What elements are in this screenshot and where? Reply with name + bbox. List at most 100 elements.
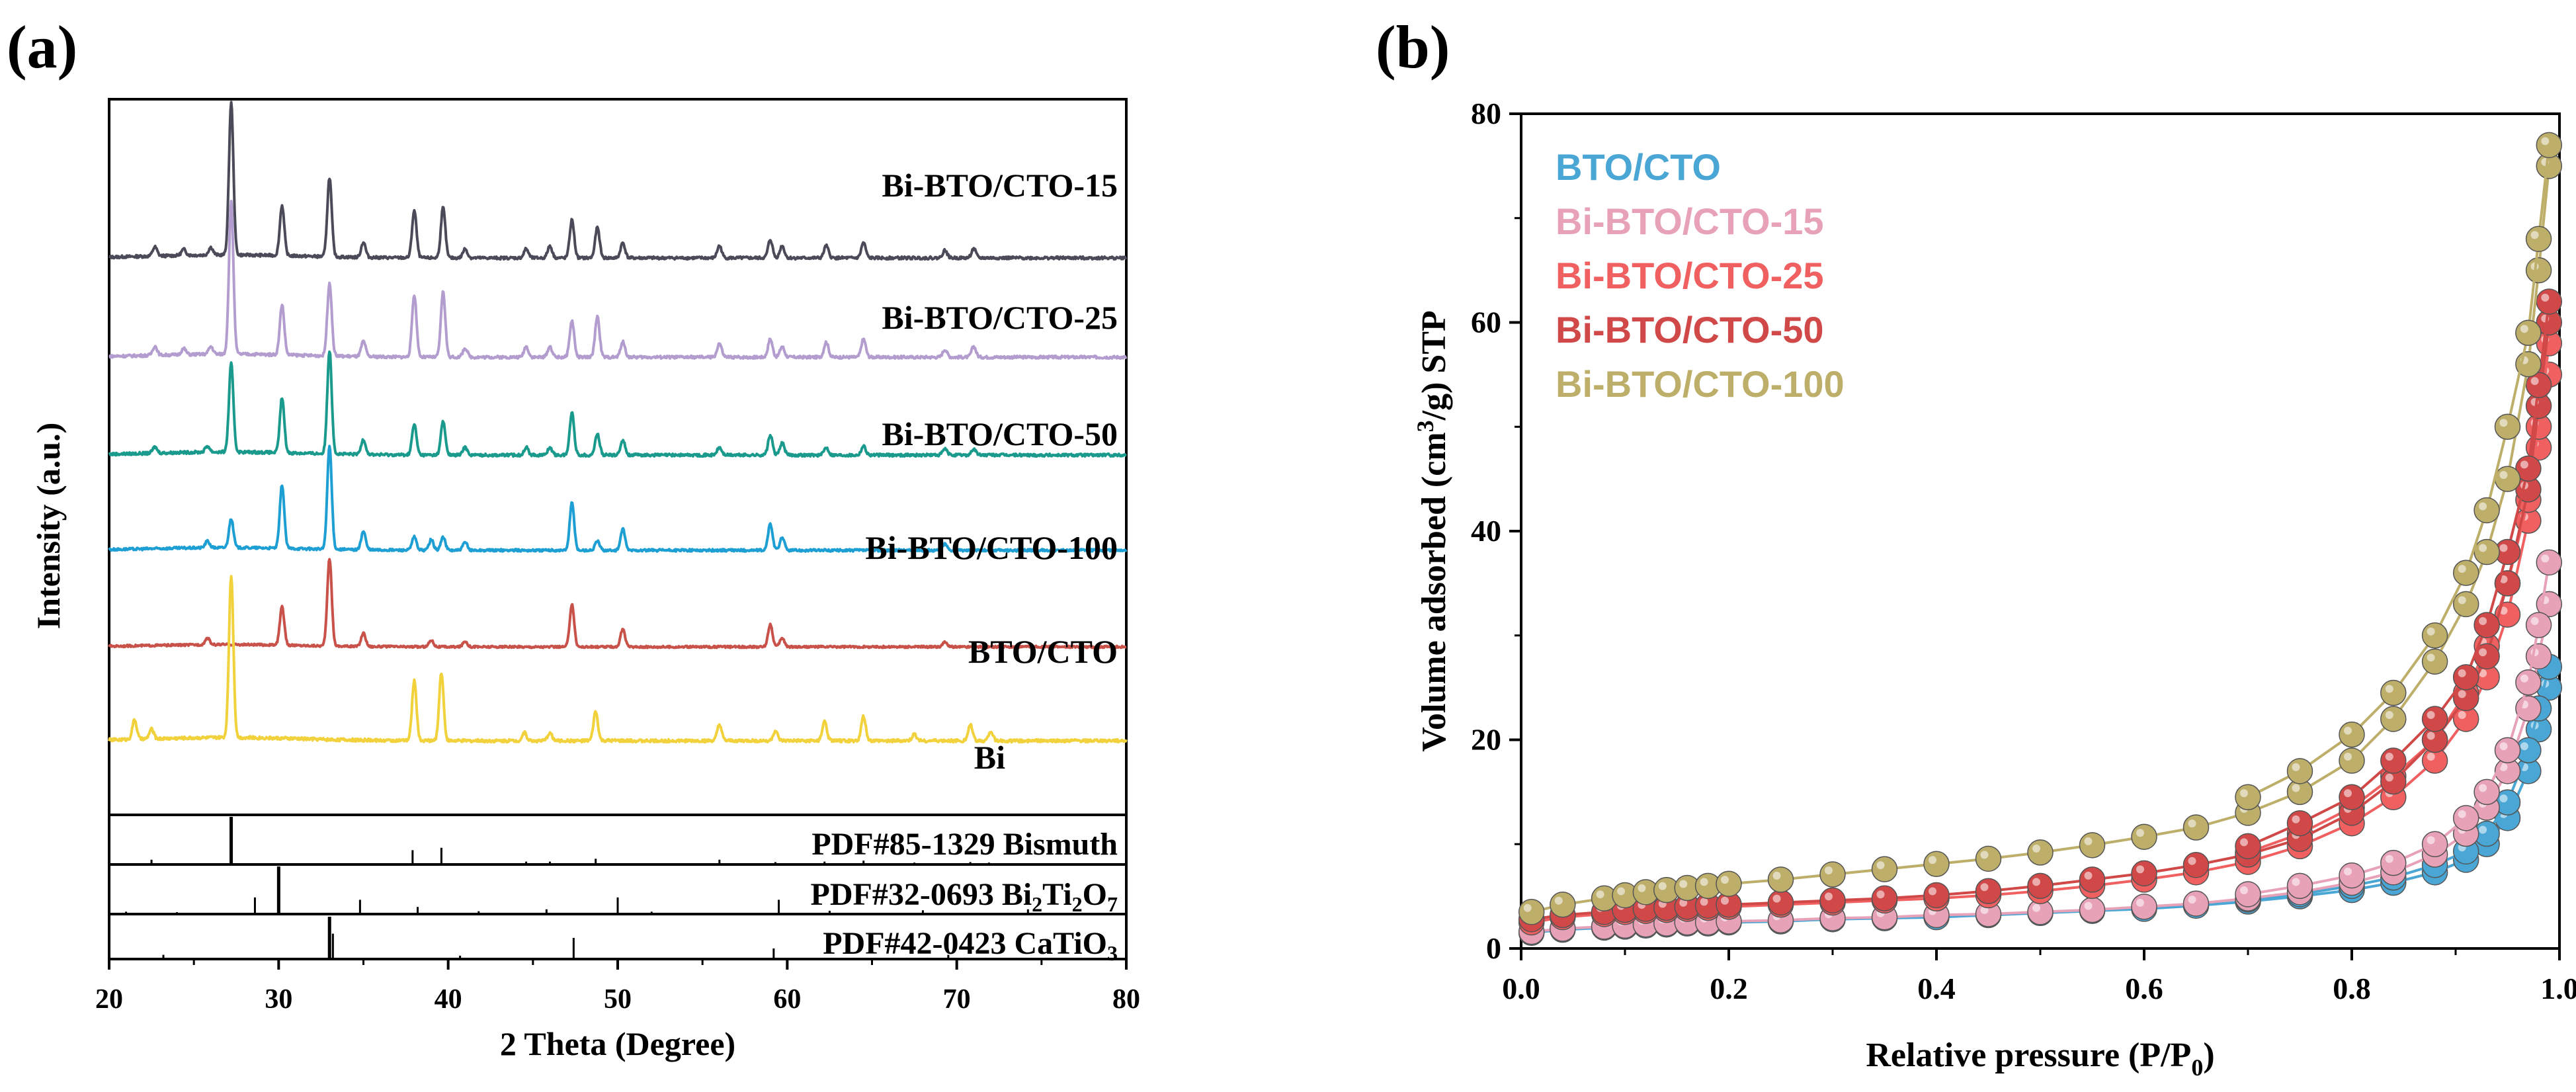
- iso-point-bi-bto-cto-100-desorption-5: [2473, 497, 2500, 524]
- xrd-xtick-label-80: 80: [1112, 984, 1140, 1015]
- xrd-label-bi-bto-cto-15: Bi-BTO/CTO-15: [882, 167, 1118, 204]
- iso-point-bi-bto-cto-50-adsorption-16: [2079, 866, 2106, 893]
- iso-ytick-label-0: 0: [1486, 931, 1501, 965]
- xrd-xtick-label-30: 30: [265, 984, 292, 1015]
- iso-xtick-label-1-0: 1.0: [2540, 972, 2576, 1005]
- isotherm-xlabel-end: ): [2203, 1036, 2214, 1074]
- xrd-x-axis: 20 30 40 50 60 70 80: [95, 959, 1140, 1015]
- iso-point-highlight-bi-bto-cto-100-adsorption-2: [1554, 896, 1563, 905]
- xrd-xtick-label-50: 50: [604, 984, 632, 1015]
- iso-point-bi-bto-cto-15-desorption-5: [2473, 778, 2500, 806]
- iso-point-highlight-bi-bto-cto-100-adsorption-17: [2136, 829, 2144, 837]
- iso-point-highlight-bto-cto-desorption-4: [2499, 794, 2508, 803]
- xrd-label-bi-bto-cto-100: Bi-BTO/CTO-100: [865, 529, 1118, 566]
- ref-bi2ti2o7-sub3: 7: [1107, 892, 1118, 916]
- isotherm-ylabel-sup: 3: [1412, 420, 1438, 432]
- iso-point-highlight-bi-bto-cto-25-adsorption-24: [2458, 710, 2466, 719]
- iso-point-highlight-bi-bto-cto-50-adsorption-18: [2188, 857, 2196, 865]
- iso-point-bi-bto-cto-50-desorption-8: [2380, 747, 2407, 774]
- isotherm-series: [1518, 132, 2563, 946]
- xrd-xtick-label-60: 60: [773, 984, 801, 1015]
- ref-catio3-main: PDF#42-0423 CaTiO: [823, 926, 1107, 961]
- xrd-x-axis-title: 2 Theta (Degree): [500, 1025, 735, 1062]
- iso-point-bi-bto-cto-100-adsorption-15: [2027, 839, 2054, 866]
- iso-point-bi-bto-cto-100-adsorption-14: [1975, 845, 2002, 872]
- iso-point-bi-bto-cto-100-desorption-2: [2525, 226, 2552, 253]
- iso-point-highlight-bi-bto-cto-100-adsorption-16: [2084, 837, 2093, 845]
- iso-point-highlight-bi-bto-cto-15-desorption-2: [2530, 616, 2539, 625]
- iso-point-bi-bto-cto-100-desorption-1: [2536, 132, 2563, 159]
- iso-point-highlight-bi-bto-cto-50-desorption-7: [2427, 710, 2435, 719]
- iso-point-bi-bto-cto-100-desorption-8: [2380, 679, 2407, 706]
- iso-point-highlight-bi-bto-cto-100-adsorption-14: [1980, 851, 1989, 859]
- iso-point-highlight-bi-bto-cto-100-adsorption-3: [1596, 890, 1604, 899]
- isotherm-x-axis-title: Relative pressure (P/P0): [1866, 1036, 2214, 1081]
- iso-point-highlight-bi-bto-cto-50-adsorption-8: [1700, 898, 1708, 906]
- xrd-trace-bi-bto-cto-15: [108, 101, 1128, 261]
- iso-point-bi-bto-cto-100-adsorption-2: [1550, 891, 1576, 918]
- iso-point-highlight-bi-bto-cto-100-adsorption-5: [1638, 884, 1646, 892]
- ref-label-catio3: PDF#42-0423 CaTiO3: [823, 926, 1118, 965]
- iso-point-highlight-bi-bto-cto-15-desorption-1: [2541, 554, 2550, 563]
- iso-point-bi-bto-cto-15-adsorption-28: [2525, 643, 2552, 670]
- isotherm-xlabel-main: Relative pressure (P/P: [1866, 1036, 2191, 1074]
- iso-point-highlight-bi-bto-cto-50-adsorption-14: [1980, 883, 1989, 892]
- iso-point-bi-bto-cto-15-adsorption-18: [2182, 890, 2210, 917]
- legend-entry-bi-bto-cto-25: Bi-BTO/CTO-25: [1556, 255, 1824, 296]
- iso-point-bi-bto-cto-100-desorption-6: [2452, 560, 2479, 586]
- iso-point-highlight-bi-bto-cto-50-adsorption-12: [1876, 890, 1885, 899]
- xrd-label-bi-bto-cto-25: Bi-BTO/CTO-25: [882, 299, 1118, 336]
- iso-point-bi-bto-cto-15-desorption-11: [2235, 881, 2261, 907]
- iso-point-bi-bto-cto-50-adsorption-14: [1975, 878, 2002, 904]
- iso-point-bi-bto-cto-100-adsorption-28: [2525, 257, 2552, 284]
- iso-point-highlight-bi-bto-cto-100-desorption-10: [2292, 763, 2300, 771]
- iso-point-highlight-bi-bto-cto-15-desorption-6: [2458, 810, 2466, 818]
- iso-point-highlight-bi-bto-cto-50-adsorption-23: [2427, 732, 2435, 740]
- iso-ytick-label-80: 80: [1471, 97, 1501, 130]
- iso-point-bi-bto-cto-100-adsorption-23: [2421, 648, 2448, 675]
- iso-point-highlight-bi-bto-cto-50-adsorption-25: [2479, 648, 2487, 657]
- iso-xtick-label-0-0: 0.0: [1502, 972, 1540, 1005]
- iso-point-highlight-bi-bto-cto-100-adsorption-11: [1825, 866, 1833, 874]
- legend-entry-bi-bto-cto-15: Bi-BTO/CTO-15: [1556, 200, 1824, 242]
- iso-point-bi-bto-cto-50-desorption-1: [2536, 288, 2563, 315]
- iso-point-highlight-bi-bto-cto-50-desorption-10: [2292, 815, 2300, 823]
- iso-ytick-label-20: 20: [1471, 723, 1501, 757]
- iso-point-highlight-bi-bto-cto-100-desorption-11: [2240, 789, 2248, 798]
- xrd-xtick-label-40: 40: [435, 984, 462, 1015]
- iso-point-highlight-bi-bto-cto-100-adsorption-6: [1658, 882, 1667, 890]
- iso-point-bi-bto-cto-15-desorption-7: [2421, 831, 2448, 857]
- iso-xtick-label-0-4: 0.4: [1917, 972, 1956, 1005]
- iso-point-highlight-bi-bto-cto-15-desorption-5: [2479, 784, 2487, 792]
- iso-point-highlight-bi-bto-cto-100-desorption-9: [2344, 726, 2352, 735]
- iso-point-bi-bto-cto-15-desorption-4: [2494, 737, 2521, 764]
- iso-point-highlight-bi-bto-cto-15-desorption-9: [2344, 867, 2352, 876]
- xrd-trace-bi: [108, 575, 1128, 744]
- iso-point-highlight-bi-bto-cto-15-desorption-8: [2385, 855, 2393, 863]
- iso-point-highlight-bi-bto-cto-15-desorption-11: [2240, 886, 2248, 894]
- iso-point-bi-bto-cto-100-adsorption-24: [2452, 591, 2479, 618]
- iso-xtick-label-0-6: 0.6: [2125, 972, 2163, 1005]
- iso-point-bi-bto-cto-100-adsorption-13: [1923, 851, 1950, 877]
- iso-point-bi-bto-cto-50-adsorption-13: [1923, 882, 1950, 909]
- isotherm-ylabel-end: /g) STP: [1415, 310, 1453, 421]
- legend-entry-bto-cto: BTO/CTO: [1556, 146, 1721, 188]
- iso-point-bi-bto-cto-100-adsorption-17: [2131, 823, 2157, 850]
- iso-point-highlight-bi-bto-cto-15-adsorption-16: [2084, 902, 2093, 910]
- isotherm-panel: 0.0 0.2 0.4 0.6 0.8 1.0 0 20 40 60 80 BTO/CTO Bi-BT…: [1412, 97, 2576, 1081]
- iso-point-highlight-bi-bto-cto-100-adsorption-18: [2188, 819, 2196, 828]
- iso-ytick-label-60: 60: [1471, 306, 1501, 339]
- iso-ytick-label-40: 40: [1471, 514, 1501, 548]
- iso-point-highlight-bi-bto-cto-50-adsorption-11: [1825, 892, 1833, 901]
- iso-point-highlight-bi-bto-cto-100-adsorption-9: [1721, 876, 1729, 884]
- iso-point-bi-bto-cto-100-adsorption-22: [2380, 706, 2407, 732]
- iso-point-highlight-bi-bto-cto-15-desorption-10: [2292, 878, 2300, 886]
- iso-point-highlight-bi-bto-cto-100-adsorption-12: [1876, 861, 1885, 870]
- isotherm-xlabel-sub: 0: [2191, 1054, 2203, 1081]
- iso-point-bi-bto-cto-15-desorption-6: [2452, 805, 2479, 831]
- ref-bi2ti2o7-part1: PDF#32-0693 Bi: [811, 877, 1032, 912]
- iso-point-highlight-bi-bto-cto-100-desorption-8: [2385, 685, 2393, 693]
- iso-point-bi-bto-cto-50-adsorption-11: [1819, 887, 1846, 914]
